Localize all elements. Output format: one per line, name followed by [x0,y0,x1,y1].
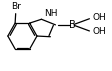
Text: Br: Br [11,2,21,11]
Text: B: B [69,20,76,30]
Text: NH: NH [44,9,58,18]
Text: OH: OH [92,27,106,36]
Text: OH: OH [92,13,106,22]
